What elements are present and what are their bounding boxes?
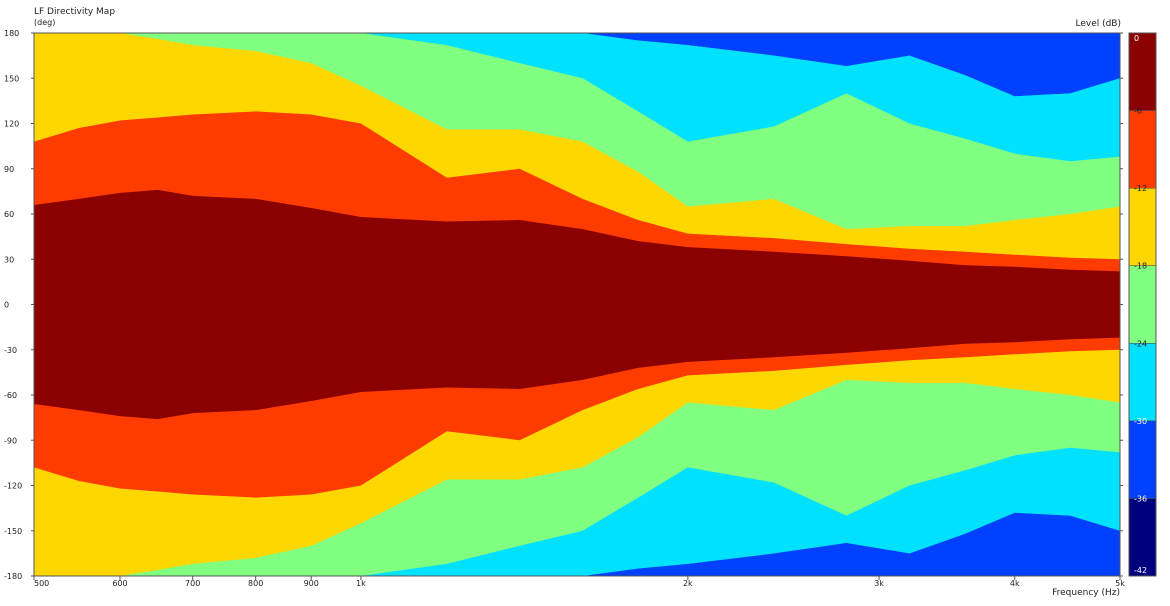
x-tick-label: 600 xyxy=(112,579,127,588)
x-tick-label: 500 xyxy=(34,579,49,588)
colorbar-band xyxy=(1129,110,1156,189)
heatmap-plot xyxy=(33,32,1121,577)
y-tick-label: 30 xyxy=(4,255,14,264)
x-tick-label: 3k xyxy=(874,579,884,588)
x-tick-label: 700 xyxy=(185,579,200,588)
x-axis-label: Frequency (Hz) xyxy=(1052,588,1120,598)
x-tick-label: 900 xyxy=(304,579,319,588)
colorbar-tick-label: -18 xyxy=(1134,262,1147,271)
colorbar xyxy=(1128,32,1157,577)
colorbar-tick-label: -30 xyxy=(1134,417,1147,426)
x-tick-label: 4k xyxy=(1010,579,1020,588)
x-tick-label: 1k xyxy=(356,579,366,588)
colorbar-band xyxy=(1129,33,1156,111)
colorbar-band xyxy=(1129,188,1156,266)
y-tick-label: -60 xyxy=(4,391,17,400)
heatmap-region-lower-deep xyxy=(34,512,1120,576)
colorbar-band xyxy=(1129,420,1156,499)
y-tick-label: 150 xyxy=(4,74,19,83)
y-tick-label: -120 xyxy=(4,482,22,491)
colorbar-title: Level (dB) xyxy=(1075,19,1121,29)
y-axis-unit: (deg) xyxy=(34,18,55,27)
colorbar-tick-label: -24 xyxy=(1134,339,1147,348)
y-tick-label: -30 xyxy=(4,346,17,355)
colorbar-tick-label: 0 xyxy=(1134,34,1139,43)
y-tick-label: 60 xyxy=(4,210,14,219)
colorbar-tick-label: -36 xyxy=(1134,494,1147,503)
y-tick-label: 90 xyxy=(4,165,14,174)
colorbar-tick-label: -12 xyxy=(1134,184,1147,193)
y-tick-label: 120 xyxy=(4,120,19,129)
y-tick-label: 180 xyxy=(4,29,19,38)
colorbar-band xyxy=(1129,265,1156,344)
y-tick-label: 0 xyxy=(4,301,9,310)
colorbar-tick-label: -6 xyxy=(1134,107,1142,116)
x-tick-label: 800 xyxy=(248,579,263,588)
heatmap-region-minus6 xyxy=(34,189,1120,420)
colorbar-band xyxy=(1129,343,1156,421)
x-tick-label: 2k xyxy=(683,579,693,588)
colorbar-tick-label: -42 xyxy=(1134,566,1147,575)
x-tick-label: 5k xyxy=(1115,579,1125,588)
heatmap-region-upper-deep xyxy=(34,33,1120,97)
y-tick-label: -150 xyxy=(4,527,22,536)
y-tick-label: -90 xyxy=(4,436,17,445)
chart-title: LF Directivity Map xyxy=(34,7,115,17)
y-tick-label: -180 xyxy=(4,572,22,581)
colorbar-band xyxy=(1129,498,1156,576)
